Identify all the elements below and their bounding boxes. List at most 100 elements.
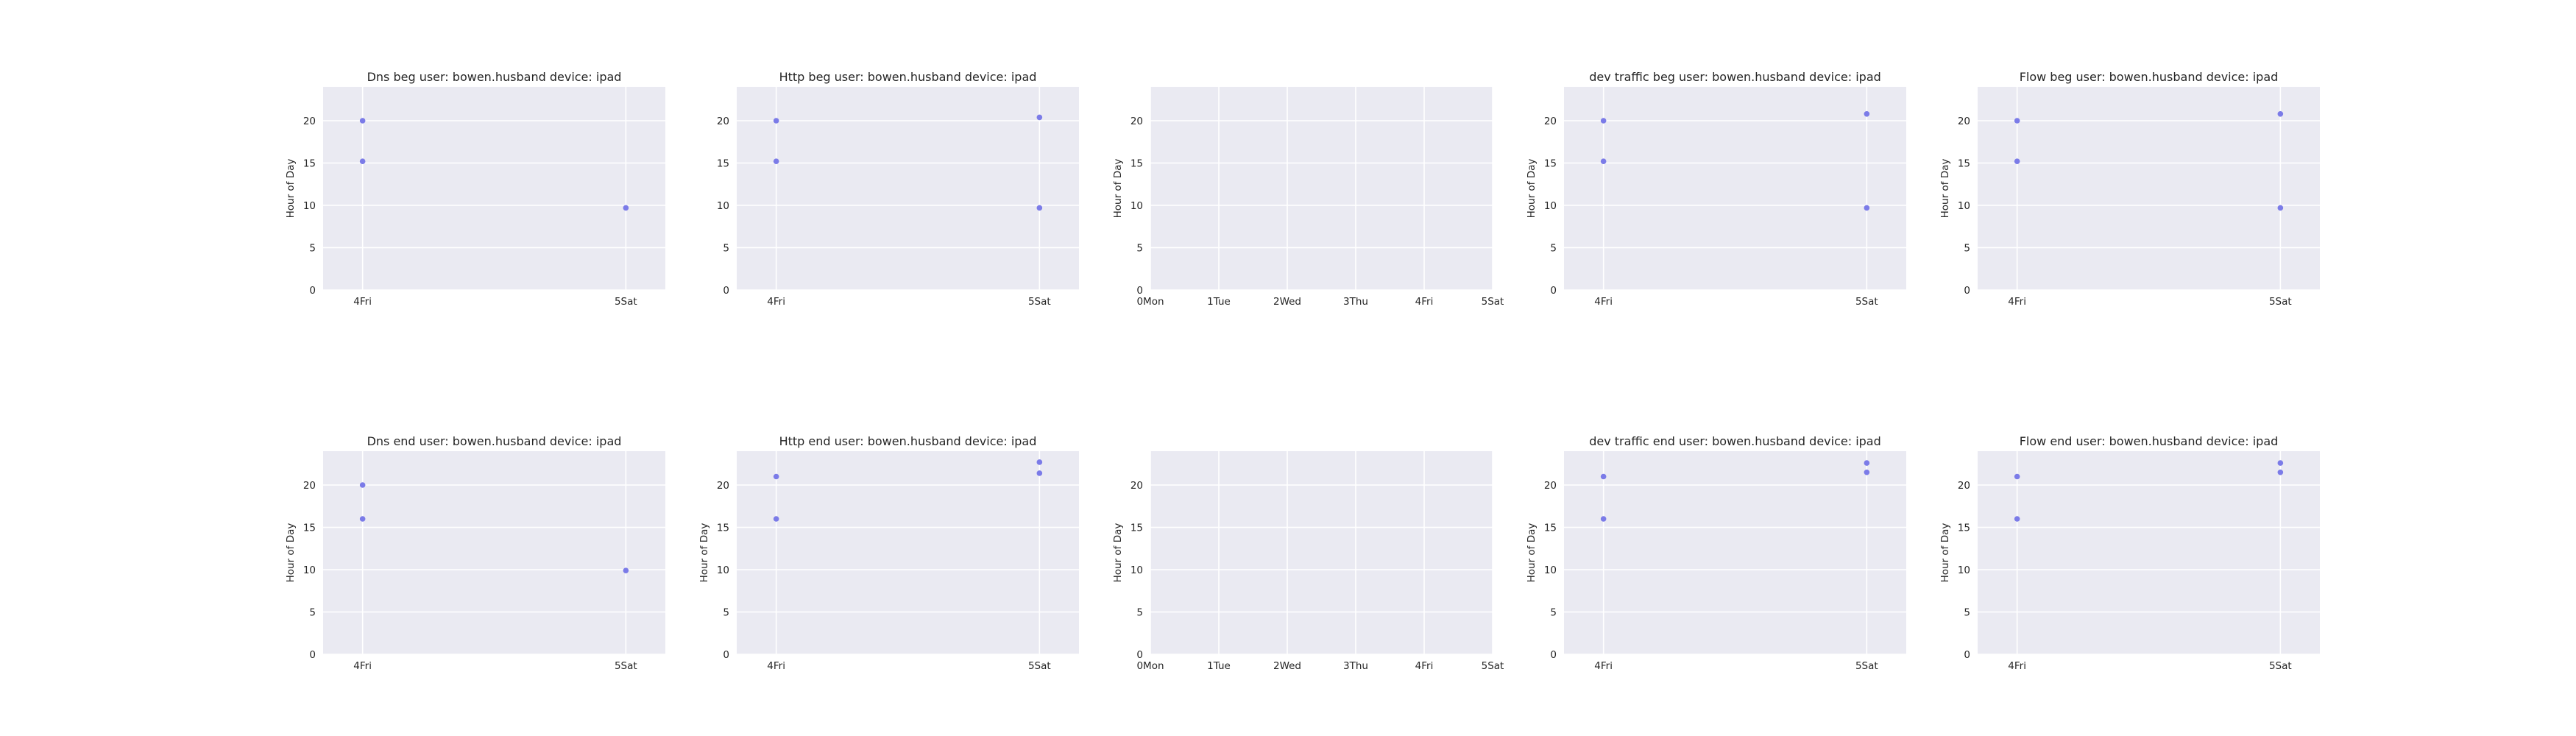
x-tick-label: 2Wed (1273, 296, 1301, 308)
y-tick-label: 20 (717, 480, 729, 492)
y-tick-label: 10 (717, 565, 729, 576)
subplot: 0 5 10 15 20 4Fri 5Sat Hour of Day Dns end user:… (285, 434, 665, 672)
y-tick-label: 20 (717, 116, 729, 127)
data-point (2014, 118, 2020, 124)
y-tick-label: 15 (1958, 523, 1970, 534)
y-tick-label: 15 (1958, 158, 1970, 170)
y-tick-label: 5 (1550, 607, 1557, 619)
y-tick-label: 15 (303, 158, 316, 170)
y-tick-label: 10 (303, 565, 316, 576)
data-point (2277, 205, 2284, 211)
plot-area (1978, 451, 2320, 654)
y-tick-label: 0 (723, 285, 729, 297)
subplot: 0 5 10 15 20 0Mon 1Tue 2Wed 3Thu 4Fri 5Sat Hour of … (1112, 87, 1504, 308)
x-tick-label: 0Mon (1136, 660, 1164, 672)
plot-area (1564, 451, 1906, 654)
y-tick-label: 20 (1958, 116, 1970, 127)
plot-area (1150, 87, 1493, 290)
y-tick-label: 5 (1136, 607, 1143, 619)
y-tick-label: 15 (1130, 158, 1143, 170)
y-tick-label: 10 (1130, 200, 1143, 212)
data-point (1864, 469, 1870, 475)
y-tick-label: 20 (1130, 116, 1143, 127)
y-tick-label: 20 (1130, 480, 1143, 492)
y-tick-label: 20 (303, 116, 316, 127)
y-tick-label: 15 (1544, 158, 1557, 170)
data-point (1864, 460, 1870, 466)
data-point (2277, 460, 2284, 466)
y-tick-label: 5 (309, 607, 316, 619)
y-tick-label: 5 (1964, 243, 1970, 255)
data-point (623, 205, 629, 211)
y-tick-label: 10 (1544, 200, 1557, 212)
x-tick-label: 5Sat (2269, 296, 2292, 308)
plot-area (1150, 451, 1493, 654)
plot-area (323, 87, 665, 290)
x-tick-label: 3Thu (1343, 296, 1368, 308)
data-point (1036, 114, 1043, 121)
data-point (1864, 205, 1870, 211)
y-axis-label: Hour of Day (1939, 523, 1951, 583)
y-axis-label: Hour of Day (1526, 159, 1538, 219)
x-tick-label: 4Fri (353, 296, 372, 308)
data-point (623, 567, 629, 573)
plot-area (737, 87, 1079, 290)
x-tick-label: 1Tue (1207, 660, 1231, 672)
y-axis-label: Hour of Day (698, 523, 710, 583)
y-tick-label: 0 (1136, 285, 1143, 297)
x-tick-label: 5Sat (615, 296, 637, 308)
x-tick-label: 4Fri (1415, 660, 1434, 672)
data-point (359, 118, 366, 124)
x-tick-label: 4Fri (2008, 296, 2026, 308)
y-tick-label: 15 (303, 523, 316, 534)
x-tick-label: 4Fri (353, 660, 372, 672)
y-tick-label: 0 (723, 649, 729, 661)
plot-area (1564, 87, 1906, 290)
subplot-title: Dns beg user: bowen.husband device: ipad (367, 70, 622, 84)
y-tick-label: 0 (1550, 649, 1557, 661)
subplot: 0 5 10 15 20 4Fri 5Sat Hour of Day dev traffic e… (1526, 434, 1906, 672)
y-tick-label: 20 (1544, 480, 1557, 492)
data-point (359, 516, 366, 522)
subplot: 0 5 10 15 20 4Fri 5Sat Hour of Day Flow end user… (1939, 434, 2320, 672)
x-tick-label: 4Fri (1415, 296, 1434, 308)
x-tick-label: 4Fri (1594, 660, 1613, 672)
x-tick-label: 5Sat (1028, 660, 1051, 672)
subplot-title: Dns end user: bowen.husband device: ipad (367, 434, 622, 448)
data-point (2277, 469, 2284, 475)
y-tick-label: 10 (1130, 565, 1143, 576)
x-tick-label: 0Mon (1136, 296, 1164, 308)
y-tick-label: 0 (1964, 285, 1970, 297)
y-axis-label: Hour of Day (285, 523, 297, 583)
plot-area (737, 451, 1079, 654)
data-point (773, 516, 779, 522)
y-tick-label: 10 (1958, 565, 1970, 576)
y-tick-label: 10 (1544, 565, 1557, 576)
data-point (2014, 516, 2020, 522)
y-tick-label: 0 (1964, 649, 1970, 661)
x-tick-label: 1Tue (1207, 296, 1231, 308)
subplot-title: dev traffic end user: bowen.husband devi… (1589, 434, 1881, 448)
subplot-title: dev traffic beg user: bowen.husband devi… (1589, 70, 1881, 84)
subplot: 0 5 10 15 20 0Mon 1Tue 2Wed 3Thu 4Fri 5Sat Hour of … (1112, 451, 1504, 672)
data-point (1036, 205, 1043, 211)
data-point (773, 118, 779, 124)
data-point (359, 158, 366, 164)
y-tick-label: 5 (1136, 243, 1143, 255)
x-tick-label: 5Sat (1855, 660, 1878, 672)
data-point (773, 158, 779, 164)
y-axis-label: Hour of Day (1526, 523, 1538, 583)
x-tick-label: 4Fri (1594, 296, 1613, 308)
y-tick-label: 10 (1958, 200, 1970, 212)
y-tick-label: 5 (309, 243, 316, 255)
y-tick-label: 0 (1136, 649, 1143, 661)
data-point (2014, 473, 2020, 480)
x-tick-label: 5Sat (615, 660, 637, 672)
data-point (2277, 111, 2284, 117)
plot-area (323, 451, 665, 654)
x-tick-label: 2Wed (1273, 660, 1301, 672)
subplot-title: Flow beg user: bowen.husband device: ipa… (2020, 70, 2279, 84)
x-tick-label: 5Sat (1855, 296, 1878, 308)
data-point (773, 473, 779, 480)
subplot: 0 5 10 15 20 4Fri 5Sat Http beg user: bowen.hus… (717, 70, 1079, 308)
